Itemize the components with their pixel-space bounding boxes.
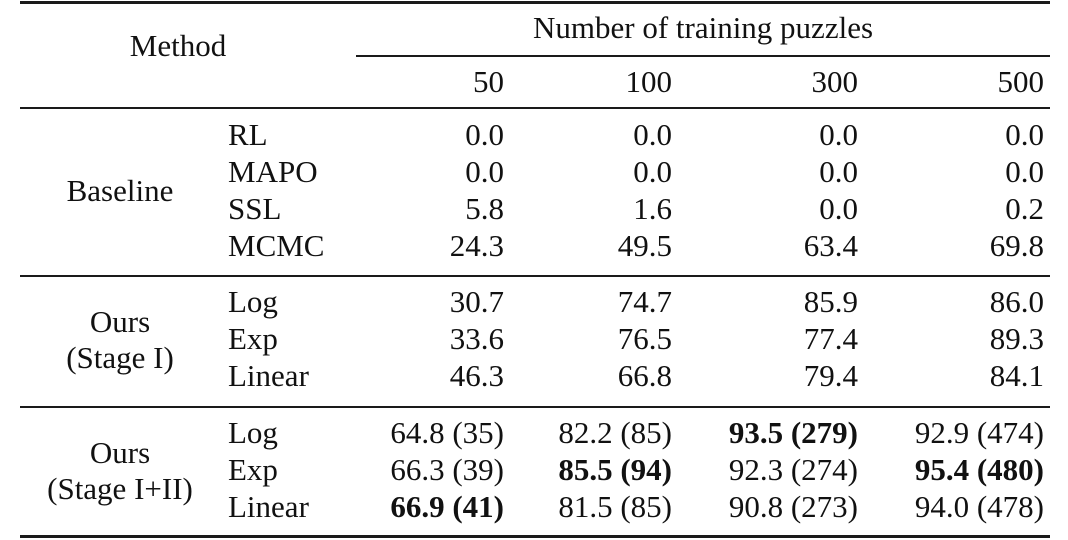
table-cell: 69.8 <box>989 228 1044 263</box>
table-cell: 66.3 (39) <box>390 452 504 487</box>
method-name: Exp <box>228 452 278 487</box>
group-label: Ours <box>89 303 151 339</box>
method-name: Log <box>228 415 278 450</box>
table-cell: 66.8 <box>617 358 672 393</box>
group-header-rule <box>356 55 1050 57</box>
training-puzzles-header: Number of training puzzles <box>532 10 874 45</box>
table-cell: 92.9 (474) <box>914 415 1044 450</box>
method-header: Method <box>129 28 227 63</box>
table-cell: 1.6 <box>633 191 672 226</box>
column-header: 500 <box>997 64 1045 99</box>
method-name: RL <box>228 117 268 152</box>
table-cell: 74.7 <box>617 284 672 319</box>
group-label: Ours <box>89 434 151 470</box>
table-cell: 0.0 <box>819 191 858 226</box>
table-cell: 24.3 <box>449 228 504 263</box>
column-header: 100 <box>625 64 673 99</box>
table-cell: 0.2 <box>1005 191 1044 226</box>
bottom-rule <box>20 535 1050 538</box>
group-label: (Stage I) <box>66 339 174 375</box>
table-cell: 0.0 <box>1005 154 1044 189</box>
table-cell: 64.8 (35) <box>390 415 504 450</box>
method-name: Linear <box>228 358 309 393</box>
method-name: Log <box>228 284 278 319</box>
table-cell: 82.2 (85) <box>558 415 672 450</box>
header-bottom-rule <box>20 107 1050 109</box>
table-cell: 63.4 <box>803 228 858 263</box>
table-cell: 89.3 <box>989 321 1044 356</box>
method-name: Exp <box>228 321 278 356</box>
table-cell: 90.8 (273) <box>728 489 858 524</box>
group-label: (Stage I+II) <box>47 470 193 506</box>
table-cell: 81.5 (85) <box>558 489 672 524</box>
table-cell: 0.0 <box>465 154 504 189</box>
table-cell: 84.1 <box>989 358 1044 393</box>
table-cell: 85.5 (94) <box>558 452 672 487</box>
table-cell: 49.5 <box>617 228 672 263</box>
table-cell: 33.6 <box>449 321 504 356</box>
section-divider-rule <box>20 275 1050 277</box>
table-cell: 46.3 <box>449 358 504 393</box>
table-cell: 94.0 (478) <box>914 489 1044 524</box>
group-label: Baseline <box>66 173 174 208</box>
table-cell: 92.3 (274) <box>728 452 858 487</box>
table-cell: 30.7 <box>449 284 504 319</box>
method-name: Linear <box>228 489 309 524</box>
table-cell: 0.0 <box>465 117 504 152</box>
section-divider-rule <box>20 406 1050 408</box>
table-cell: 0.0 <box>819 154 858 189</box>
table-cell: 66.9 (41) <box>390 489 504 524</box>
top-rule <box>20 1 1050 4</box>
table-cell: 77.4 <box>803 321 858 356</box>
table-cell: 0.0 <box>1005 117 1044 152</box>
column-header: 50 <box>473 64 504 99</box>
table-cell: 0.0 <box>633 117 672 152</box>
method-name: SSL <box>228 191 282 226</box>
table-cell: 86.0 <box>989 284 1044 319</box>
table-cell: 0.0 <box>633 154 672 189</box>
table-cell: 79.4 <box>803 358 858 393</box>
table-cell: 95.4 (480) <box>914 452 1044 487</box>
table-cell: 0.0 <box>819 117 858 152</box>
table-cell: 85.9 <box>803 284 858 319</box>
table-cell: 76.5 <box>617 321 672 356</box>
method-name: MCMC <box>228 228 325 263</box>
table-cell: 5.8 <box>465 191 504 226</box>
table-cell: 93.5 (279) <box>728 415 858 450</box>
column-header: 300 <box>811 64 859 99</box>
method-name: MAPO <box>228 154 318 189</box>
